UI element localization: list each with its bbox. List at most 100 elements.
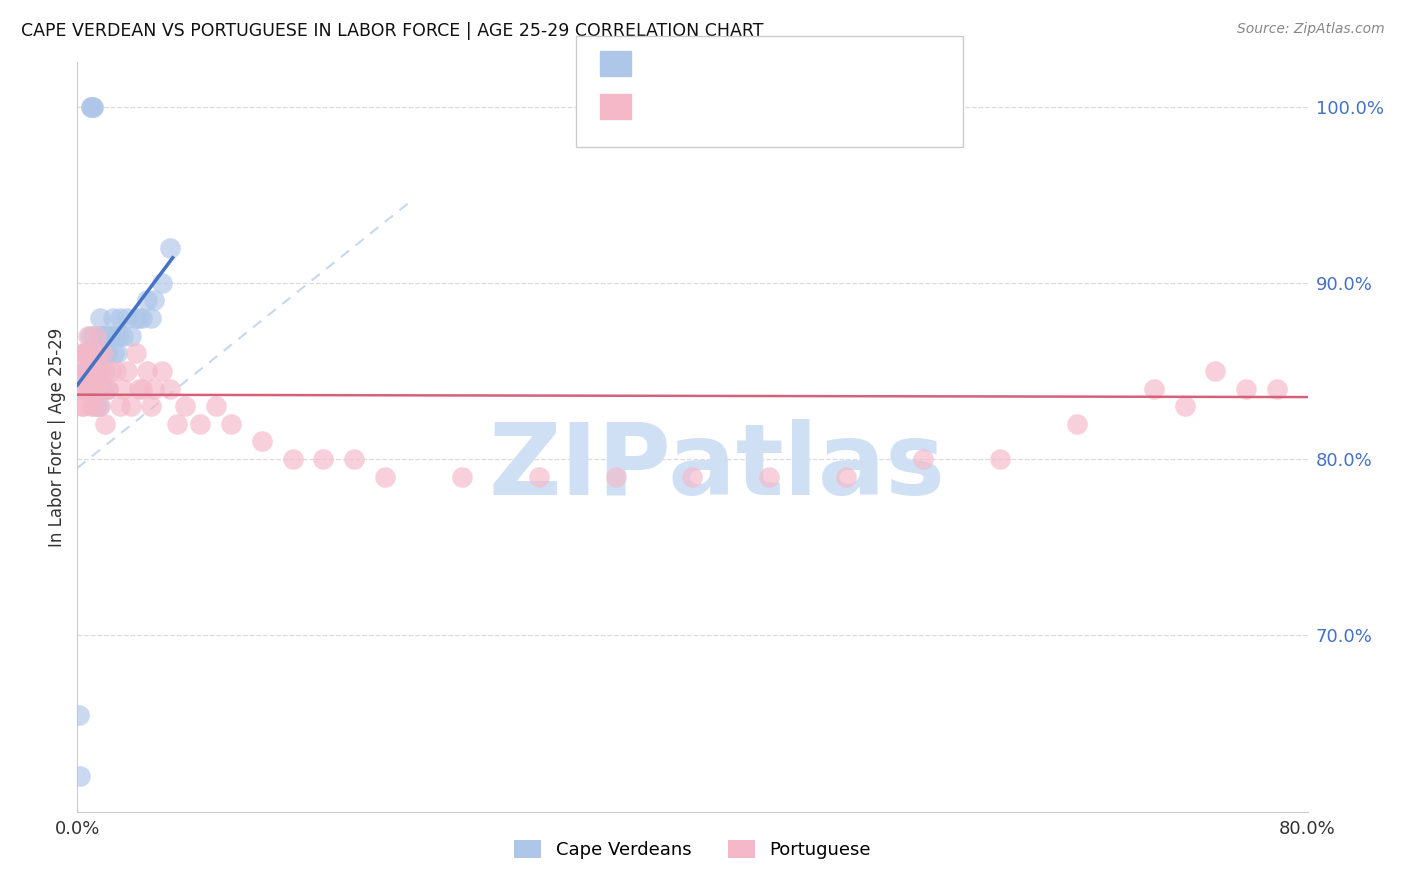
- Point: [72, 399, 94, 413]
- Point: [82, 99, 104, 113]
- Text: R =: R =: [640, 97, 679, 115]
- Point: [70, 382, 93, 396]
- Text: CAPE VERDEAN VS PORTUGUESE IN LABOR FORCE | AGE 25-29 CORRELATION CHART: CAPE VERDEAN VS PORTUGUESE IN LABOR FORC…: [21, 22, 763, 40]
- Point: [204, 399, 226, 413]
- Text: Source: ZipAtlas.com: Source: ZipAtlas.com: [1237, 22, 1385, 37]
- Point: [83, 364, 105, 378]
- Point: [1265, 382, 1288, 396]
- Text: N =: N =: [749, 97, 789, 115]
- Point: [131, 382, 153, 396]
- Point: [82, 99, 104, 113]
- Point: [69, 769, 91, 783]
- Y-axis label: In Labor Force | Age 25-29: In Labor Force | Age 25-29: [48, 327, 66, 547]
- Point: [758, 469, 780, 483]
- Point: [101, 311, 124, 326]
- Point: [143, 293, 166, 308]
- Point: [128, 311, 150, 326]
- Point: [90, 382, 114, 396]
- Point: [1234, 382, 1257, 396]
- Point: [70, 399, 93, 413]
- Point: [86, 364, 108, 378]
- Point: [115, 311, 138, 326]
- Point: [94, 364, 117, 378]
- Point: [100, 328, 122, 343]
- Point: [98, 328, 121, 343]
- Point: [374, 469, 396, 483]
- Point: [77, 328, 100, 343]
- Text: 0.266: 0.266: [678, 54, 734, 72]
- Point: [82, 382, 104, 396]
- Point: [174, 399, 197, 413]
- Point: [188, 417, 212, 431]
- Point: [89, 328, 111, 343]
- Point: [988, 452, 1011, 467]
- Point: [69, 364, 91, 378]
- Point: [70, 346, 93, 360]
- Text: R =: R =: [640, 54, 679, 72]
- Point: [912, 452, 935, 467]
- Point: [73, 346, 96, 360]
- Point: [115, 364, 138, 378]
- Point: [312, 452, 335, 467]
- Point: [80, 99, 103, 113]
- Point: [80, 99, 103, 113]
- Point: [1174, 399, 1197, 413]
- Point: [73, 364, 96, 378]
- Text: 56: 56: [787, 54, 813, 72]
- Point: [112, 382, 135, 396]
- Point: [150, 364, 173, 378]
- Point: [86, 382, 108, 396]
- Point: [450, 469, 472, 483]
- Point: [94, 417, 117, 431]
- Point: [77, 346, 100, 360]
- Point: [73, 346, 96, 360]
- Point: [159, 382, 181, 396]
- Text: 70: 70: [787, 97, 813, 115]
- Point: [89, 364, 111, 378]
- Point: [112, 328, 135, 343]
- Point: [166, 417, 188, 431]
- Point: [96, 328, 118, 343]
- Point: [141, 311, 163, 326]
- Point: [86, 346, 108, 360]
- Point: [79, 346, 101, 360]
- Point: [1066, 417, 1088, 431]
- Point: [104, 364, 127, 378]
- Point: [93, 382, 115, 396]
- Point: [120, 328, 142, 343]
- Point: [76, 382, 98, 396]
- Point: [682, 469, 704, 483]
- Point: [87, 346, 110, 360]
- Point: [67, 382, 90, 396]
- Point: [141, 399, 163, 413]
- Point: [82, 346, 104, 360]
- Point: [73, 364, 96, 378]
- Point: [135, 364, 157, 378]
- Point: [76, 346, 98, 360]
- Text: N =: N =: [749, 54, 789, 72]
- Point: [84, 382, 107, 396]
- Point: [1204, 364, 1226, 378]
- Point: [143, 382, 166, 396]
- Point: [67, 707, 90, 722]
- Point: [93, 328, 115, 343]
- Point: [93, 346, 115, 360]
- Point: [94, 346, 117, 360]
- Point: [125, 311, 148, 326]
- Point: [131, 311, 153, 326]
- Point: [83, 328, 105, 343]
- Point: [84, 364, 107, 378]
- Point: [128, 382, 150, 396]
- Point: [90, 364, 114, 378]
- Point: [77, 364, 100, 378]
- Point: [150, 276, 173, 290]
- Point: [89, 311, 111, 326]
- Point: [86, 364, 108, 378]
- Point: [84, 399, 107, 413]
- Point: [100, 364, 122, 378]
- Point: [281, 452, 304, 467]
- Point: [1143, 382, 1166, 396]
- Point: [96, 382, 118, 396]
- Point: [77, 382, 100, 396]
- Point: [97, 382, 120, 396]
